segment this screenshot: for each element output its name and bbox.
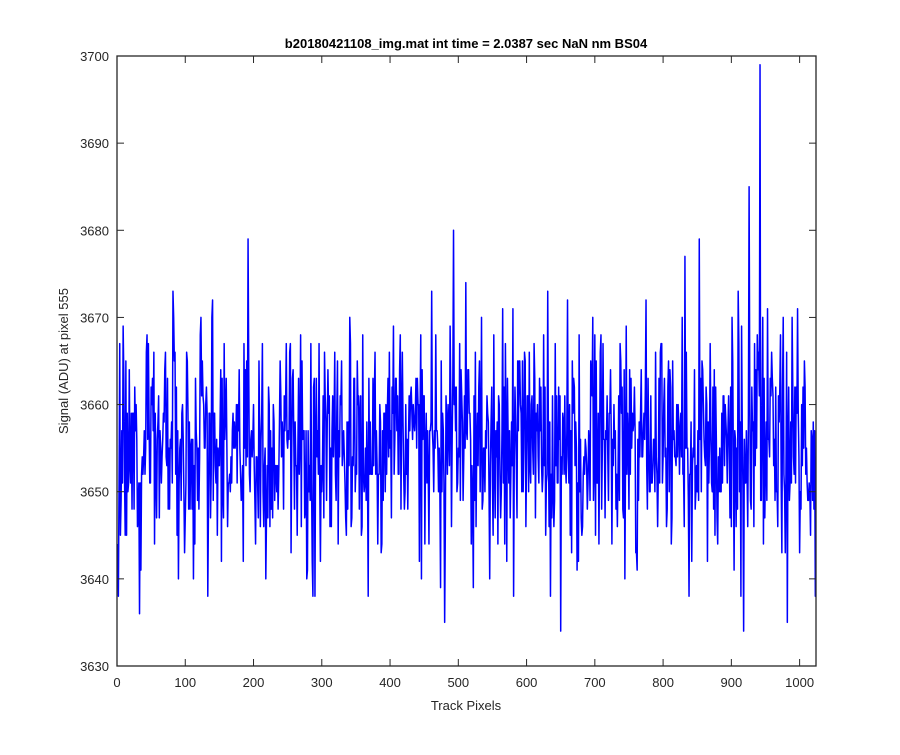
x-tick-label: 700 <box>584 675 606 690</box>
x-tick-label: 0 <box>113 675 120 690</box>
x-tick-label: 800 <box>652 675 674 690</box>
y-tick-label: 3690 <box>80 136 109 151</box>
y-tick-label: 3700 <box>80 49 109 64</box>
y-axis-label: Signal (ADU) at pixel 555 <box>56 288 71 434</box>
y-tick-label: 3650 <box>80 485 109 500</box>
axes-layer <box>116 55 817 667</box>
x-tick-label: 1000 <box>785 675 814 690</box>
x-axis-label: Track Pixels <box>431 698 502 713</box>
series-layer <box>117 63 816 632</box>
y-tick-label: 3640 <box>80 572 109 587</box>
x-tick-label: 200 <box>243 675 265 690</box>
y-tick-label: 3670 <box>80 310 109 325</box>
y-tick-label: 3680 <box>80 223 109 238</box>
x-tick-label: 600 <box>516 675 538 690</box>
x-tick-label: 400 <box>379 675 401 690</box>
ticks-layer: 0 100 200 300 400 500 600 700 800 900 1000 3630 3640… <box>80 49 816 690</box>
x-tick-label: 500 <box>447 675 469 690</box>
series-line <box>117 63 816 632</box>
y-tick-label: 3630 <box>80 659 109 674</box>
y-tick-label: 3660 <box>80 398 109 413</box>
axes-box <box>116 55 817 667</box>
x-tick-label: 900 <box>721 675 743 690</box>
chart-title: b20180421108_img.mat int time = 2.0387 s… <box>285 36 648 51</box>
x-tick-label: 100 <box>174 675 196 690</box>
x-tick-label: 300 <box>311 675 333 690</box>
